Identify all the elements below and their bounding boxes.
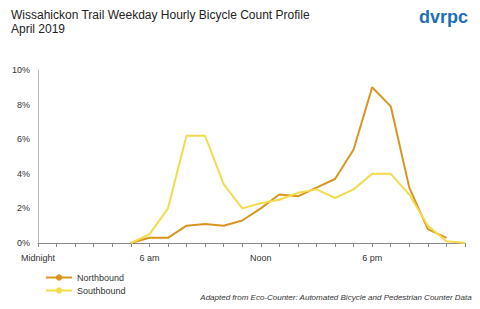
svg-text:0%: 0% — [17, 238, 30, 248]
svg-text:Noon: Noon — [250, 253, 272, 263]
svg-text:2%: 2% — [17, 203, 30, 213]
svg-text:Adapted from Eco-Counter: Auto: Adapted from Eco-Counter: Automated Bicy… — [199, 293, 472, 302]
svg-text:10%: 10% — [12, 65, 30, 75]
svg-text:Midnight: Midnight — [21, 253, 56, 263]
svg-text:Wissahickon Trail Weekday Hour: Wissahickon Trail Weekday Hourly Bicycle… — [11, 8, 310, 22]
svg-text:April 2019: April 2019 — [11, 22, 65, 36]
svg-text:8%: 8% — [17, 100, 30, 110]
svg-text:Southbound: Southbound — [77, 286, 126, 296]
svg-text:6%: 6% — [17, 134, 30, 144]
svg-text:6 pm: 6 pm — [362, 253, 382, 263]
svg-text:6 am: 6 am — [139, 253, 159, 263]
svg-text:4%: 4% — [17, 169, 30, 179]
svg-text:dvrpc: dvrpc — [419, 7, 468, 27]
svg-text:Northbound: Northbound — [77, 273, 124, 283]
